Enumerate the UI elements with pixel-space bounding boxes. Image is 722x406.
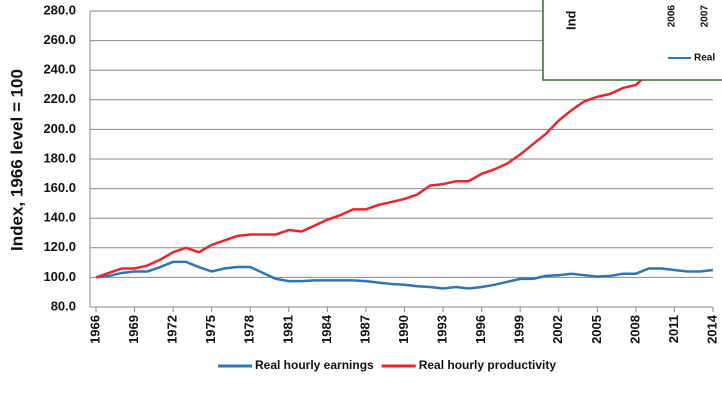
y-tick-label: 180.0 — [43, 150, 76, 165]
x-tick-label: 2005 — [589, 315, 604, 344]
y-tick-label: 140.0 — [43, 210, 76, 225]
y-tick-label: 160.0 — [43, 180, 76, 195]
x-tick-label: 1993 — [435, 315, 450, 344]
inset-category: 2006 — [667, 5, 678, 28]
y-axis-label: Index, 1966 level = 100 — [7, 69, 26, 251]
x-tick-label: 1969 — [126, 315, 141, 344]
x-tick-label: 1984 — [319, 314, 334, 344]
y-tick-label: 80.0 — [51, 298, 76, 313]
x-tick-label: 2002 — [550, 315, 565, 344]
inset-box — [542, 0, 722, 81]
legend-label: Real hourly productivity — [419, 358, 557, 372]
legend-label: Real hourly earnings — [255, 358, 374, 372]
x-tick-label: 1975 — [203, 315, 218, 344]
x-tick-label: 1987 — [357, 315, 372, 344]
x-tick-label: 1999 — [512, 315, 527, 344]
y-tick-label: 280.0 — [43, 2, 76, 17]
inset-legend-label: Real — [694, 53, 715, 64]
x-tick-label: 2008 — [627, 315, 642, 344]
inset-category: 2007 — [700, 5, 711, 28]
x-tick-label: 1990 — [396, 315, 411, 344]
x-tick-label: 1978 — [242, 315, 257, 344]
y-tick-label: 200.0 — [43, 121, 76, 136]
series-line — [95, 260, 714, 290]
inset-title: Ind — [563, 10, 578, 30]
x-tick-label: 2011 — [666, 315, 681, 343]
y-tick-label: 100.0 — [43, 269, 76, 284]
y-tick-label: 260.0 — [43, 32, 76, 47]
x-tick-label: 1966 — [87, 315, 102, 344]
x-tick-label: 1981 — [280, 315, 295, 344]
x-tick-label: 1996 — [473, 315, 488, 344]
series-line — [95, 46, 714, 279]
y-tick-label: 220.0 — [43, 91, 76, 106]
y-tick-label: 240.0 — [43, 62, 76, 77]
y-tick-label: 120.0 — [43, 239, 76, 254]
x-tick-label: 2014 — [704, 314, 719, 344]
x-tick-label: 1972 — [165, 315, 180, 344]
